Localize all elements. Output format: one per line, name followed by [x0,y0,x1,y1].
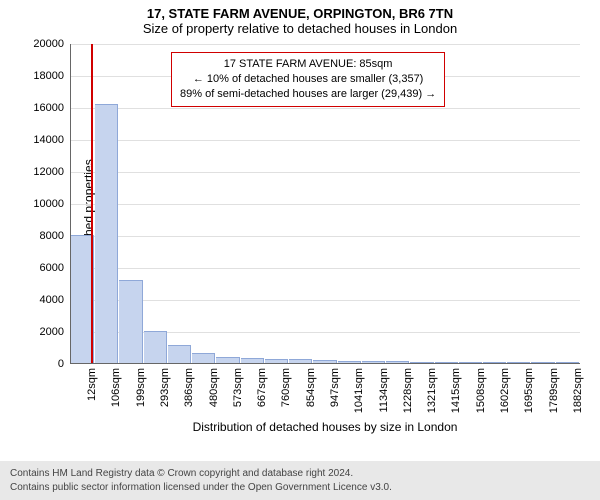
bar [119,280,142,363]
x-tick: 1134sqm [378,368,390,412]
x-tick: 760sqm [280,368,292,407]
footer-line1: Contains HM Land Registry data © Crown c… [10,467,590,481]
y-tick: 8000 [18,230,64,242]
reference-vline [91,44,93,363]
chart-subtitle: Size of property relative to detached ho… [0,21,600,40]
plot-region: 17 STATE FARM AVENUE: 85sqm ← 10% of det… [70,44,580,364]
bar [95,104,118,363]
y-tick: 10000 [18,198,64,210]
bar [241,358,264,363]
x-tick: 1882sqm [572,368,584,413]
annotation-line2: ← 10% of detached houses are smaller (3,… [180,72,436,87]
x-tick: 12sqm [86,368,98,401]
y-tick: 2000 [18,326,64,338]
bar [144,331,167,363]
x-tick: 386sqm [183,368,195,407]
chart-title: 17, STATE FARM AVENUE, ORPINGTON, BR6 7T… [0,0,600,21]
bar [483,362,506,363]
footer-line2: Contains public sector information licen… [10,481,590,495]
bar [289,359,312,363]
x-tick: 1695sqm [523,368,535,413]
y-tick: 4000 [18,294,64,306]
y-tick: 18000 [18,70,64,82]
x-tick: 480sqm [208,368,220,407]
bar [338,361,361,363]
x-tick: 1415sqm [450,368,462,413]
x-tick: 1041sqm [353,368,365,413]
x-tick: 1789sqm [548,368,560,413]
y-tick: 16000 [18,102,64,114]
y-tick: 20000 [18,38,64,50]
y-tick: 12000 [18,166,64,178]
bar [435,362,458,363]
chart-area: Number of detached properties 0200040006… [0,44,600,440]
bar [507,362,530,363]
y-tick: 0 [18,358,64,370]
x-axis-label: Distribution of detached houses by size … [70,420,580,434]
x-tick: 293sqm [159,368,171,407]
x-tick: 667sqm [256,368,268,407]
bar [265,359,288,363]
y-tick: 14000 [18,134,64,146]
footer-attribution: Contains HM Land Registry data © Crown c… [0,461,600,500]
x-tick: 573sqm [232,368,244,407]
x-tick: 1321sqm [426,368,438,413]
annotation-line3: 89% of semi-detached houses are larger (… [180,87,436,102]
x-tick: 1602sqm [499,368,511,413]
bar [459,362,482,363]
x-tick: 1508sqm [475,368,487,413]
bar [386,361,409,363]
bar [313,360,336,363]
bar [362,361,385,363]
x-tick: 199sqm [135,368,147,407]
bar [216,357,239,363]
annotation-box: 17 STATE FARM AVENUE: 85sqm ← 10% of det… [171,52,445,107]
bar [168,345,191,363]
x-tick: 1228sqm [402,368,414,413]
bar [410,362,433,363]
chart-container: 17, STATE FARM AVENUE, ORPINGTON, BR6 7T… [0,0,600,500]
bar [556,362,579,363]
x-tick: 106sqm [110,368,122,407]
bar [531,362,554,363]
y-tick: 6000 [18,262,64,274]
x-tick-labels: 12sqm 106sqm 199sqm 293sqm 386sqm 480sqm 573sq… [70,366,580,422]
x-tick: 947sqm [329,368,341,407]
annotation-line1: 17 STATE FARM AVENUE: 85sqm [180,57,436,72]
x-tick: 854sqm [305,368,317,407]
bar [192,353,215,363]
